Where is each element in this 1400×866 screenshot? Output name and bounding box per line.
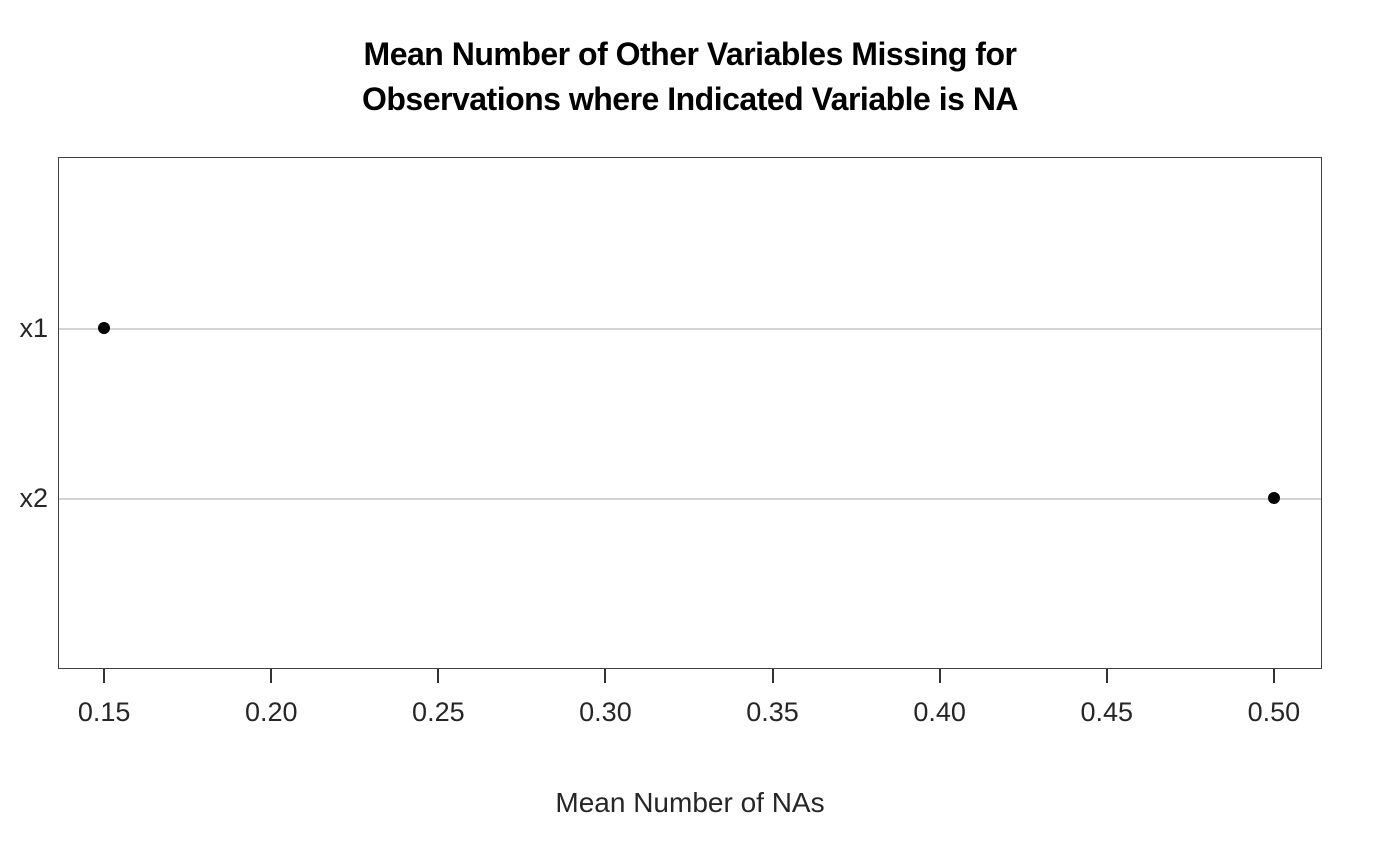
x-axis-tick — [1105, 669, 1108, 683]
x-axis-tick-label: 0.25 — [412, 697, 465, 727]
x-axis-tick-label: 0.35 — [746, 697, 799, 727]
x-axis-tick — [1272, 669, 1275, 683]
x-axis-tick — [938, 669, 941, 683]
x-axis-tick — [771, 669, 774, 683]
x-axis-tick-label: 0.20 — [244, 697, 298, 727]
x-axis-tick — [103, 669, 106, 683]
chart-title: Mean Number of Other Variables Missing f… — [361, 36, 1019, 117]
x-axis-tick-label: 0.50 — [1247, 697, 1301, 727]
y-axis-category-label: x2 — [19, 483, 48, 514]
x-axis-tick-label: 0.40 — [913, 697, 966, 727]
grid-line — [59, 498, 1321, 501]
x-axis-tick — [270, 669, 273, 683]
x-axis-tick-label: 0.30 — [579, 697, 632, 727]
x-axis-tick-label: 0.15 — [77, 697, 131, 727]
grid-line — [59, 327, 1321, 330]
x-axis-tick — [437, 669, 440, 683]
x-axis-title: Mean Number of NAs — [555, 787, 825, 818]
data-point — [98, 321, 111, 334]
data-point — [1267, 492, 1280, 505]
plot-area — [58, 157, 1322, 669]
y-axis-category-label: x1 — [19, 312, 48, 343]
x-axis-tick — [604, 669, 607, 683]
x-axis-tick-label: 0.45 — [1080, 697, 1134, 727]
